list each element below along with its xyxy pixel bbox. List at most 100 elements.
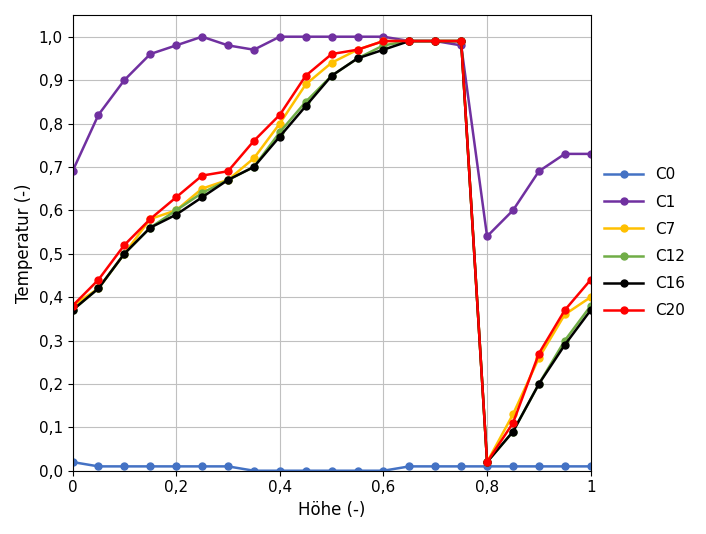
C20 (94, 277, 102, 283)
Line: C16: C16 (69, 37, 594, 466)
C0 (483, 463, 491, 469)
C20 (483, 459, 491, 465)
C20 (534, 350, 543, 357)
C12 (68, 307, 77, 313)
C16 (483, 459, 491, 465)
C12 (94, 285, 102, 292)
C1 (250, 46, 258, 53)
C7 (94, 285, 102, 292)
C1 (120, 77, 128, 83)
C20 (172, 194, 181, 200)
C0 (587, 463, 595, 469)
C16 (224, 177, 232, 183)
C12 (561, 337, 569, 344)
C7 (172, 207, 181, 214)
C16 (120, 250, 128, 257)
C20 (275, 112, 284, 118)
C0 (94, 463, 102, 469)
C1 (534, 168, 543, 175)
C1 (509, 207, 517, 214)
C1 (431, 38, 440, 44)
C20 (561, 307, 569, 313)
C1 (587, 151, 595, 157)
C7 (509, 411, 517, 418)
C1 (405, 38, 414, 44)
C12 (431, 38, 440, 44)
C16 (250, 164, 258, 170)
C7 (224, 177, 232, 183)
C1 (68, 168, 77, 175)
C16 (509, 428, 517, 435)
C12 (250, 164, 258, 170)
C1 (275, 34, 284, 40)
C0 (561, 463, 569, 469)
C20 (120, 242, 128, 248)
C20 (353, 46, 361, 53)
C16 (561, 342, 569, 348)
C0 (353, 468, 361, 474)
C20 (250, 138, 258, 144)
C7 (275, 120, 284, 127)
C7 (353, 46, 361, 53)
C1 (146, 51, 155, 57)
C16 (587, 307, 595, 313)
C0 (224, 463, 232, 469)
C12 (198, 190, 206, 196)
C12 (457, 38, 465, 44)
C20 (68, 303, 77, 309)
C16 (405, 38, 414, 44)
C12 (353, 55, 361, 61)
C0 (457, 463, 465, 469)
C20 (379, 38, 388, 44)
C12 (120, 250, 128, 257)
C0 (68, 459, 77, 465)
C16 (146, 224, 155, 231)
C12 (405, 38, 414, 44)
C16 (457, 38, 465, 44)
Line: C7: C7 (69, 37, 594, 466)
C0 (198, 463, 206, 469)
C7 (198, 185, 206, 192)
C7 (483, 459, 491, 465)
C20 (509, 420, 517, 426)
C0 (509, 463, 517, 469)
C0 (146, 463, 155, 469)
C0 (328, 468, 336, 474)
C7 (146, 216, 155, 222)
C12 (146, 224, 155, 231)
C16 (534, 381, 543, 387)
C7 (457, 38, 465, 44)
C12 (379, 42, 388, 49)
C12 (328, 73, 336, 79)
C7 (587, 294, 595, 300)
C0 (405, 463, 414, 469)
C20 (301, 73, 310, 79)
Line: C20: C20 (69, 37, 594, 466)
C1 (328, 34, 336, 40)
Line: C0: C0 (69, 459, 594, 474)
C1 (483, 233, 491, 240)
C0 (431, 463, 440, 469)
C16 (353, 55, 361, 61)
C0 (379, 468, 388, 474)
C12 (172, 207, 181, 214)
C12 (483, 459, 491, 465)
C12 (301, 99, 310, 105)
C1 (172, 42, 181, 49)
C1 (353, 34, 361, 40)
C20 (587, 277, 595, 283)
C16 (379, 46, 388, 53)
C16 (94, 285, 102, 292)
C7 (534, 355, 543, 361)
C1 (457, 42, 465, 49)
C12 (587, 303, 595, 309)
Y-axis label: Temperatur (-): Temperatur (-) (15, 183, 33, 303)
C1 (224, 42, 232, 49)
C7 (250, 155, 258, 161)
C16 (68, 307, 77, 313)
C0 (250, 468, 258, 474)
Line: C1: C1 (69, 33, 594, 240)
C20 (405, 38, 414, 44)
C7 (379, 38, 388, 44)
C1 (301, 34, 310, 40)
